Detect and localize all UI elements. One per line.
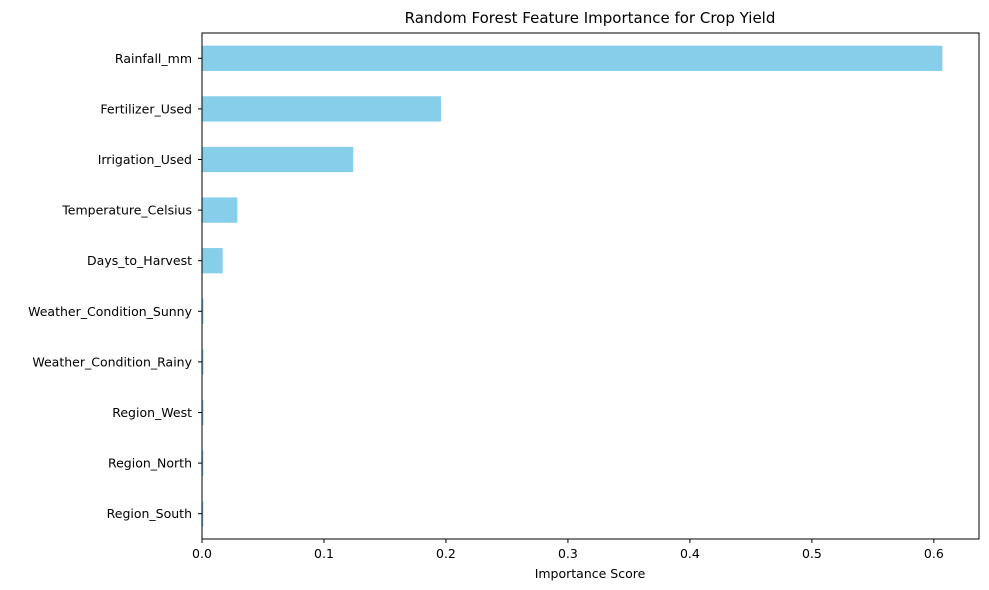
bar-rainfall-mm	[202, 45, 943, 71]
y-tick-label: Temperature_Celsius	[61, 203, 192, 218]
bar-region-south	[202, 501, 204, 527]
bars-group	[202, 45, 943, 527]
y-tick-label: Weather_Condition_Rainy	[32, 354, 192, 369]
bar-region-north	[202, 450, 204, 476]
bar-weather-condition-rainy	[202, 349, 204, 375]
y-tick-label: Region_West	[112, 405, 192, 420]
y-tick-label: Weather_Condition_Sunny	[28, 304, 192, 319]
bar-fertilizer-used	[202, 96, 442, 122]
y-ticks-group: Rainfall_mm Fertilizer_Used Irrigation_Use…	[28, 51, 202, 521]
bar-temperature-celsius	[202, 197, 238, 223]
y-tick-label: Region_North	[108, 456, 192, 471]
y-tick-label: Irrigation_Used	[98, 152, 192, 167]
bar-weather-condition-sunny	[202, 298, 204, 324]
x-tick-label: 0.4	[680, 546, 700, 561]
bar-days-to-harvest	[202, 248, 223, 274]
x-tick-label: 0.0	[192, 546, 212, 561]
x-tick-label: 0.2	[436, 546, 456, 561]
x-tick-label: 0.3	[558, 546, 578, 561]
x-ticks-group: 0.0 0.1 0.2 0.3 0.4 0.5 0.6	[192, 539, 944, 561]
bar-irrigation-used	[202, 146, 354, 173]
x-tick-label: 0.1	[314, 546, 334, 561]
y-tick-label: Region_South	[107, 506, 192, 521]
bar-region-west	[202, 399, 204, 426]
y-tick-label: Days_to_Harvest	[87, 253, 192, 268]
chart-title: Random Forest Feature Importance for Cro…	[405, 9, 776, 27]
y-tick-label: Rainfall_mm	[115, 51, 192, 66]
x-axis-label: Importance Score	[535, 566, 646, 581]
y-tick-label: Fertilizer_Used	[100, 101, 192, 116]
plot-frame	[201, 32, 980, 540]
x-tick-label: 0.5	[802, 546, 822, 561]
x-tick-label: 0.6	[924, 546, 944, 561]
